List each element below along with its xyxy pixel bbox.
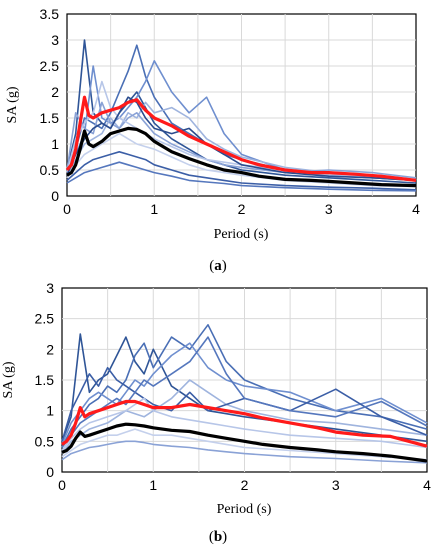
x-tick-label: 2 [238, 201, 246, 217]
record-spectrum-line [66, 101, 417, 182]
y-tick-label: 2.5 [35, 311, 55, 327]
record-spectrum-line [61, 342, 428, 445]
x-tick-label: 4 [423, 477, 431, 493]
panel-caption-letter-b: b [214, 529, 222, 545]
panel-b: 0 0.5 1 1.5 2 2.5 3 0 1 2 3 4 Period (s) SA (g) (b… [1, 280, 431, 545]
x-tick-label: 0 [58, 477, 66, 493]
x-axis-label-a: Period (s) [214, 227, 269, 242]
x-tick-label: 4 [412, 201, 420, 217]
x-tick-label: 1 [149, 477, 157, 493]
y-tick-label: 0 [51, 188, 59, 204]
panel-caption-b: (b) [209, 529, 227, 545]
x-axis-label-b: Period (s) [217, 502, 272, 517]
x-tick-label: 0 [63, 201, 71, 217]
y-tick-labels-a: 0 0.5 1 1.5 2 2.5 3 3.5 [40, 6, 60, 204]
red-spectrum-line [65, 95, 417, 182]
x-tick-label: 3 [325, 201, 333, 217]
record-spectrum-line [66, 96, 417, 182]
y-tick-label: 2.5 [40, 58, 60, 74]
y-tick-label: 2 [46, 341, 54, 357]
y-tick-label: 3 [51, 32, 59, 48]
record-spectrum-line [61, 428, 428, 461]
red-spectrum-line [61, 399, 428, 448]
y-tick-label: 2 [51, 84, 59, 100]
y-tick-label: 3.5 [40, 6, 60, 22]
y-tick-labels-b: 0 0.5 1 1.5 2 2.5 3 [35, 280, 55, 480]
record-spectrum-line [66, 151, 417, 191]
y-axis-label-b: SA (g) [1, 361, 16, 398]
record-spectrum-line [61, 379, 428, 455]
panel-caption-letter-a: a [214, 258, 222, 274]
y-tick-label: 0 [46, 464, 54, 480]
record-spectrum-line [61, 336, 428, 448]
y-tick-label: 1.5 [40, 110, 60, 126]
x-tick-labels-b: 0 1 2 3 4 [58, 477, 431, 493]
record-spectrum-line [66, 161, 417, 192]
y-tick-label: 3 [46, 280, 54, 296]
y-tick-label: 1 [46, 403, 54, 419]
x-tick-labels-a: 0 1 2 3 4 [63, 201, 420, 217]
y-tick-label: 0.5 [35, 433, 55, 449]
series-lines-b [61, 324, 428, 464]
y-tick-label: 0.5 [40, 162, 60, 178]
panel-a: 0 0.5 1 1.5 2 2.5 3 3.5 0 1 2 3 4 Period (s) SA (g)… [5, 6, 420, 274]
record-spectrum-line [61, 440, 428, 464]
y-axis-label-a: SA (g) [5, 86, 20, 123]
record-spectrum-line [61, 324, 428, 448]
black-spectrum-line [66, 126, 417, 188]
x-tick-label: 3 [332, 477, 340, 493]
y-tick-label: 1.5 [35, 372, 55, 388]
x-tick-label: 1 [150, 201, 158, 217]
black-spectrum-line [61, 422, 428, 463]
y-tick-label: 1 [51, 136, 59, 152]
panel-caption-a: (a) [209, 258, 227, 274]
series-lines-a [65, 39, 417, 192]
x-tick-label: 2 [241, 477, 249, 493]
